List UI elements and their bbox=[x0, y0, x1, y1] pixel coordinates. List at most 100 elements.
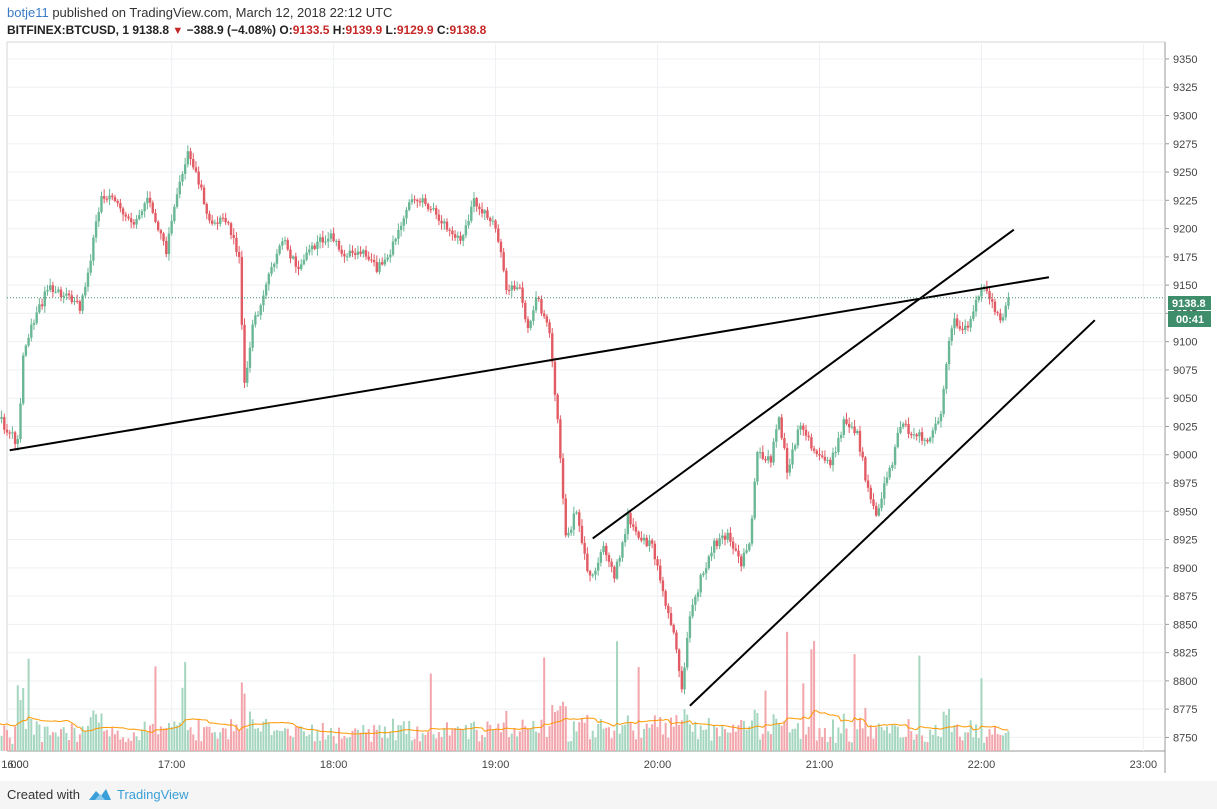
volume-bar bbox=[389, 731, 392, 751]
volume-bar bbox=[715, 727, 718, 751]
candle bbox=[888, 465, 891, 480]
candle bbox=[394, 237, 397, 245]
candle bbox=[818, 447, 821, 461]
volume-bar bbox=[521, 719, 524, 751]
candle bbox=[267, 272, 271, 291]
volume-bar bbox=[335, 743, 338, 751]
candle bbox=[559, 415, 562, 464]
candle bbox=[237, 245, 241, 264]
volume-bar bbox=[111, 727, 114, 751]
volume-bar bbox=[518, 731, 521, 751]
candle bbox=[866, 474, 870, 492]
candle-body bbox=[683, 667, 686, 690]
candle bbox=[980, 283, 983, 302]
candle-body bbox=[702, 573, 705, 576]
candle bbox=[599, 549, 603, 567]
candle-body bbox=[561, 458, 565, 499]
volume-bar bbox=[737, 725, 740, 751]
candle-body bbox=[240, 256, 244, 325]
trendlines[interactable] bbox=[9, 228, 1096, 707]
price-chart[interactable]: 8750 8775 8800 8825 8850 8875 8900 8925 8950 8975… bbox=[0, 0, 1217, 781]
candle-body bbox=[237, 252, 241, 257]
volume-bar bbox=[683, 709, 686, 751]
volume-bar bbox=[659, 716, 662, 751]
volume-bar bbox=[713, 726, 716, 751]
candle bbox=[227, 220, 230, 226]
candle bbox=[480, 202, 484, 218]
candle-body bbox=[718, 538, 721, 547]
candle-body bbox=[783, 438, 786, 449]
candle bbox=[440, 215, 443, 230]
candle-body bbox=[175, 194, 179, 207]
candle bbox=[413, 195, 416, 204]
candle bbox=[78, 299, 82, 315]
candle-body bbox=[791, 449, 794, 465]
volume-bar bbox=[775, 718, 778, 751]
candle bbox=[667, 603, 670, 619]
candle-body bbox=[407, 202, 411, 210]
candle-body bbox=[81, 295, 84, 311]
candle bbox=[11, 426, 14, 439]
high-value: 9139.9 bbox=[345, 23, 383, 37]
candle-body bbox=[129, 218, 133, 223]
candle bbox=[796, 425, 800, 449]
y-tick-label: 9025 bbox=[1173, 421, 1197, 433]
candle-body bbox=[785, 448, 789, 473]
volume-bar bbox=[57, 736, 60, 751]
candle-body bbox=[286, 240, 289, 250]
volume-bar bbox=[796, 723, 799, 751]
volume-bar bbox=[394, 740, 397, 751]
candle-body bbox=[726, 532, 729, 540]
volume-bar bbox=[219, 732, 222, 751]
volume-bar bbox=[462, 729, 465, 751]
volume-bar bbox=[948, 708, 951, 751]
open-label: O: bbox=[279, 23, 293, 37]
candle-body bbox=[143, 203, 146, 212]
candle bbox=[753, 477, 756, 521]
candle-body bbox=[737, 550, 740, 557]
candle-body bbox=[796, 429, 800, 446]
volume-bar bbox=[532, 720, 535, 751]
candle-body bbox=[19, 403, 22, 440]
tradingview-logo-icon[interactable] bbox=[87, 786, 113, 809]
candle-body bbox=[210, 220, 214, 224]
candle bbox=[847, 417, 851, 433]
candle bbox=[723, 532, 727, 546]
volume-bar bbox=[586, 714, 589, 751]
candle bbox=[59, 286, 63, 302]
candle-body bbox=[121, 208, 125, 215]
candle-body bbox=[580, 525, 584, 543]
candle bbox=[931, 427, 935, 444]
candle bbox=[475, 196, 478, 212]
candle bbox=[378, 258, 381, 275]
volume-bar bbox=[124, 741, 127, 751]
author-link[interactable]: botje11 bbox=[7, 5, 49, 20]
price-axis[interactable]: 8750 8775 8800 8825 8850 8875 8900 8925 8950 8975… bbox=[1165, 54, 1197, 744]
candle bbox=[974, 295, 978, 317]
volume-bar bbox=[993, 725, 996, 751]
candle bbox=[726, 528, 729, 544]
tradingview-brand[interactable]: TradingView bbox=[117, 787, 189, 802]
candle-body bbox=[831, 452, 835, 466]
candle bbox=[208, 210, 211, 224]
candle bbox=[969, 315, 972, 332]
volume-bar bbox=[510, 733, 513, 751]
candle-body bbox=[78, 301, 82, 311]
volume-bar bbox=[286, 728, 289, 751]
candle-body bbox=[675, 632, 678, 650]
candle-body bbox=[178, 181, 181, 195]
candle bbox=[783, 432, 786, 450]
candle bbox=[48, 278, 52, 293]
candle-body bbox=[804, 429, 808, 436]
candle-body bbox=[227, 222, 230, 224]
volume-bar bbox=[610, 738, 613, 751]
candle bbox=[729, 527, 732, 547]
volume-bar bbox=[240, 682, 243, 751]
volume-bar bbox=[1007, 731, 1010, 751]
volume-bar bbox=[942, 711, 945, 751]
y-tick-label: 8825 bbox=[1173, 648, 1197, 660]
volume-bar bbox=[494, 728, 497, 751]
candle-body bbox=[116, 201, 119, 204]
symbol-name[interactable]: BITFINEX:BTCUSD, 1 bbox=[7, 23, 130, 37]
